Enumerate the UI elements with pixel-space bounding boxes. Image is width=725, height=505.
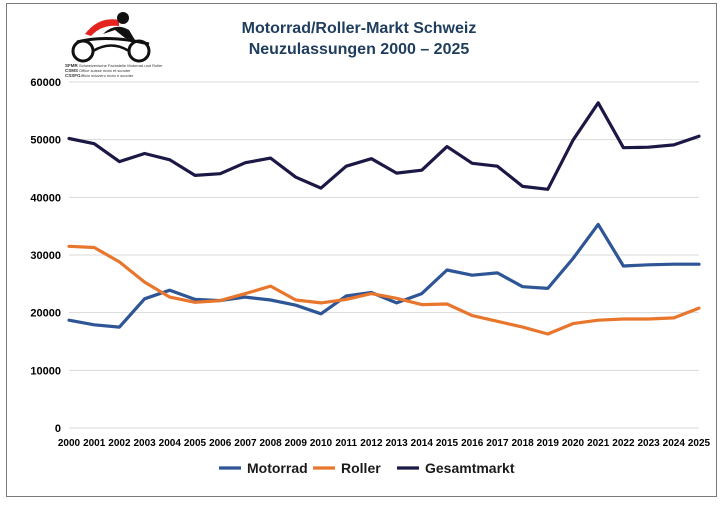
x-tick-label: 2023: [637, 438, 660, 449]
logo-caption-3: Ufficio svizzero moto e scooter: [79, 73, 134, 78]
y-tick-label: 0: [55, 423, 61, 435]
x-tick-label: 2009: [285, 438, 308, 449]
x-tick-label: 2024: [663, 438, 686, 449]
x-tick-label: 2020: [562, 438, 585, 449]
sfmr-logo: SFMR CSMS CSSFC Schweizerische Fachstell…: [65, 12, 163, 78]
y-tick-label: 40000: [30, 192, 61, 204]
chart-title-line-1: Motorrad/Roller-Markt Schweiz: [242, 20, 477, 37]
line-chart: SFMR CSMS CSSFC Schweizerische Fachstell…: [30, 12, 711, 476]
x-tick-label: 2007: [234, 438, 257, 449]
x-tick-label: 2000: [58, 438, 81, 449]
x-tick-label: 2003: [133, 438, 156, 449]
logo-swoosh: [85, 19, 119, 36]
series-line-roller: [67, 244, 701, 336]
x-tick-label: 2015: [436, 438, 459, 449]
series-line-motorrad: [67, 222, 701, 329]
legend-label-gesamtmarkt: Gesamtmarkt: [425, 460, 515, 476]
x-tick-label: 2025: [688, 438, 711, 449]
logo-rider-body: [103, 26, 135, 40]
chart-frame: SFMR CSMS CSSFC Schweizerische Fachstell…: [6, 3, 717, 497]
x-tick-label: 2014: [411, 438, 434, 449]
x-tick-label: 2002: [108, 438, 131, 449]
series-line-gesamtmarkt: [67, 101, 701, 191]
y-tick-label: 20000: [30, 308, 61, 320]
x-tick-label: 2008: [259, 438, 282, 449]
logo-caption-2: Office suisse moto et scooter: [79, 68, 131, 73]
x-tick-label: 2018: [511, 438, 534, 449]
x-tick-label: 2022: [612, 438, 635, 449]
x-tick-label: 2001: [83, 438, 106, 449]
logo-abbr-3: CSSFC: [65, 73, 81, 78]
x-tick-label: 2017: [486, 438, 509, 449]
y-tick-label: 60000: [30, 77, 61, 89]
logo-abbr-2: CSMS: [65, 68, 78, 73]
x-tick-label: 2019: [537, 438, 560, 449]
x-axis-ticks: 2000 2001 2002 2003 2004 2005 2006 2007 2008 2009…: [58, 438, 711, 449]
chart-legend: Motorrad Roller Gesamtmarkt: [219, 460, 515, 476]
x-tick-label: 2012: [360, 438, 383, 449]
logo-caption-1: Schweizerische Fachstelle Motorrad und R…: [79, 63, 163, 68]
logo-wheel-rear: [71, 39, 95, 63]
logo-frame-line: [76, 36, 150, 46]
y-tick-label: 30000: [30, 250, 61, 262]
grid-lines: [69, 81, 699, 429]
x-tick-label: 2011: [335, 438, 357, 449]
y-tick-label: 50000: [30, 135, 61, 147]
y-tick-label: 10000: [30, 365, 61, 377]
x-tick-label: 2005: [184, 438, 207, 449]
chart-title-line-2: Neuzulassungen 2000 – 2025: [249, 41, 470, 58]
legend-label-roller: Roller: [341, 460, 381, 476]
x-tick-label: 2004: [159, 438, 182, 449]
x-tick-label: 2010: [310, 438, 333, 449]
logo-chassis: [92, 44, 130, 53]
x-tick-label: 2013: [385, 438, 408, 449]
series-lines: [67, 101, 701, 336]
x-tick-label: 2016: [461, 438, 484, 449]
x-tick-label: 2006: [209, 438, 232, 449]
logo-abbr-1: SFMR: [65, 63, 78, 68]
x-tick-label: 2021: [587, 438, 610, 449]
legend-label-motorrad: Motorrad: [247, 460, 308, 476]
logo-rider-head: [117, 12, 129, 24]
y-axis-ticks: 0 10000 20000 30000 40000 50000 60000: [30, 77, 61, 435]
